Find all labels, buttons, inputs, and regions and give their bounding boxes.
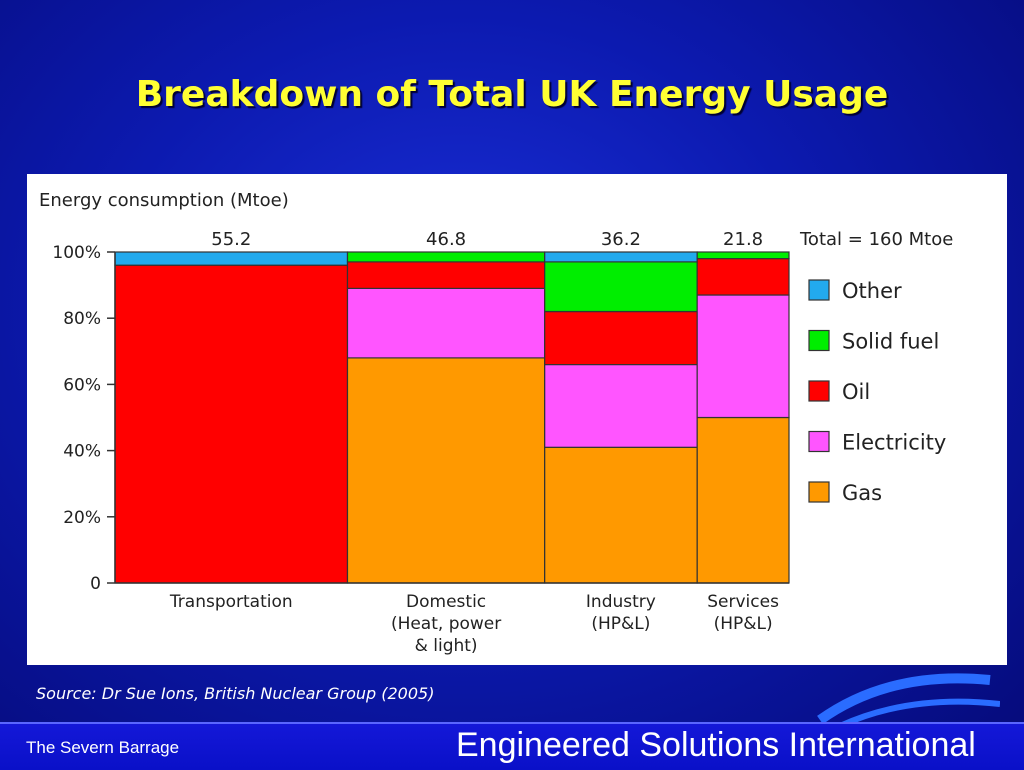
category-total-0: 55.2 [211, 229, 251, 250]
footer-presentation-title: The Severn Barrage [26, 738, 180, 757]
legend-label-electricity: Electricity [842, 431, 946, 455]
x-axis-labels: Transportation Domestic (Heat, power & ligh… [169, 592, 779, 656]
footer-company-name: Engineered Solutions International [456, 726, 976, 764]
legend-label-solid-fuel: Solid fuel [842, 330, 939, 354]
bar-segment-oil-0 [114, 264, 349, 584]
bar-segment-other-2 [544, 251, 698, 263]
y-axis: 0 20% 40% 60% 80% 100% [52, 243, 789, 594]
bar-segment-solid-fuel-1 [346, 251, 546, 263]
chart-title: Energy consumption (Mtoe) [39, 190, 289, 211]
bar-segment-gas-2 [544, 446, 698, 584]
category-total-2: 36.2 [601, 229, 641, 250]
bar-segment-electricity-3 [696, 294, 790, 419]
legend-swatch-electricity [808, 430, 830, 453]
legend-swatch-gas [808, 481, 830, 503]
bar-segment-electricity-1 [346, 287, 546, 359]
bar-segment-solid-fuel-2 [544, 261, 698, 313]
legend-label-other: Other [842, 279, 902, 303]
category-label-0: Transportation [169, 592, 293, 612]
category-label-2: Industry (HP&L) [586, 592, 656, 634]
globe-swoosh-decoration [817, 673, 1000, 729]
chart-panel: Energy consumption (Mtoe) 0 20% 40% 60% 80% 1… [27, 174, 1007, 665]
energy-chart: Energy consumption (Mtoe) 0 20% 40% 60% 80% 1… [39, 190, 953, 656]
category-total-3: 21.8 [723, 229, 763, 250]
bar-segment-electricity-2 [544, 363, 698, 448]
y-tick-label-1: 20% [63, 508, 101, 528]
bars-group [114, 251, 790, 584]
category-totals: 55.2 46.8 36.2 21.8 [211, 229, 763, 250]
legend-label-gas: Gas [842, 481, 882, 505]
y-tick-label-4: 80% [63, 309, 101, 329]
source-note: Source: Dr Sue Ions, British Nuclear Gro… [36, 684, 435, 703]
y-tick-label-0: 0 [90, 574, 101, 594]
bar-segment-oil-1 [346, 261, 546, 290]
bar-segment-oil-3 [696, 257, 790, 296]
legend: Other Solid fuel Oil Electricity Gas [808, 279, 946, 505]
y-tick-label-3: 60% [63, 375, 101, 395]
bar-segment-other-0 [114, 251, 349, 266]
bar-segment-oil-2 [544, 311, 698, 366]
category-label-1: Domestic (Heat, power & light) [391, 592, 501, 656]
legend-swatch-other [808, 279, 830, 301]
legend-swatch-solid-fuel [808, 329, 830, 352]
slide-title: Breakdown of Total UK Energy Usage [135, 74, 889, 115]
y-tick-label-5: 100% [52, 243, 101, 263]
bar-segment-gas-1 [346, 357, 546, 584]
category-label-3: Services (HP&L) [707, 592, 779, 634]
legend-label-oil: Oil [842, 380, 870, 404]
legend-swatch-oil [808, 380, 830, 402]
footer-bar: The Severn Barrage Engineered Solutions … [0, 722, 1024, 770]
bar-segment-gas-3 [696, 416, 790, 584]
bar-segment-solid-fuel-3 [696, 251, 790, 260]
y-tick-label-2: 40% [63, 442, 101, 462]
category-total-1: 46.8 [426, 229, 466, 250]
grand-total-label: Total = 160 Mtoe [799, 229, 953, 250]
